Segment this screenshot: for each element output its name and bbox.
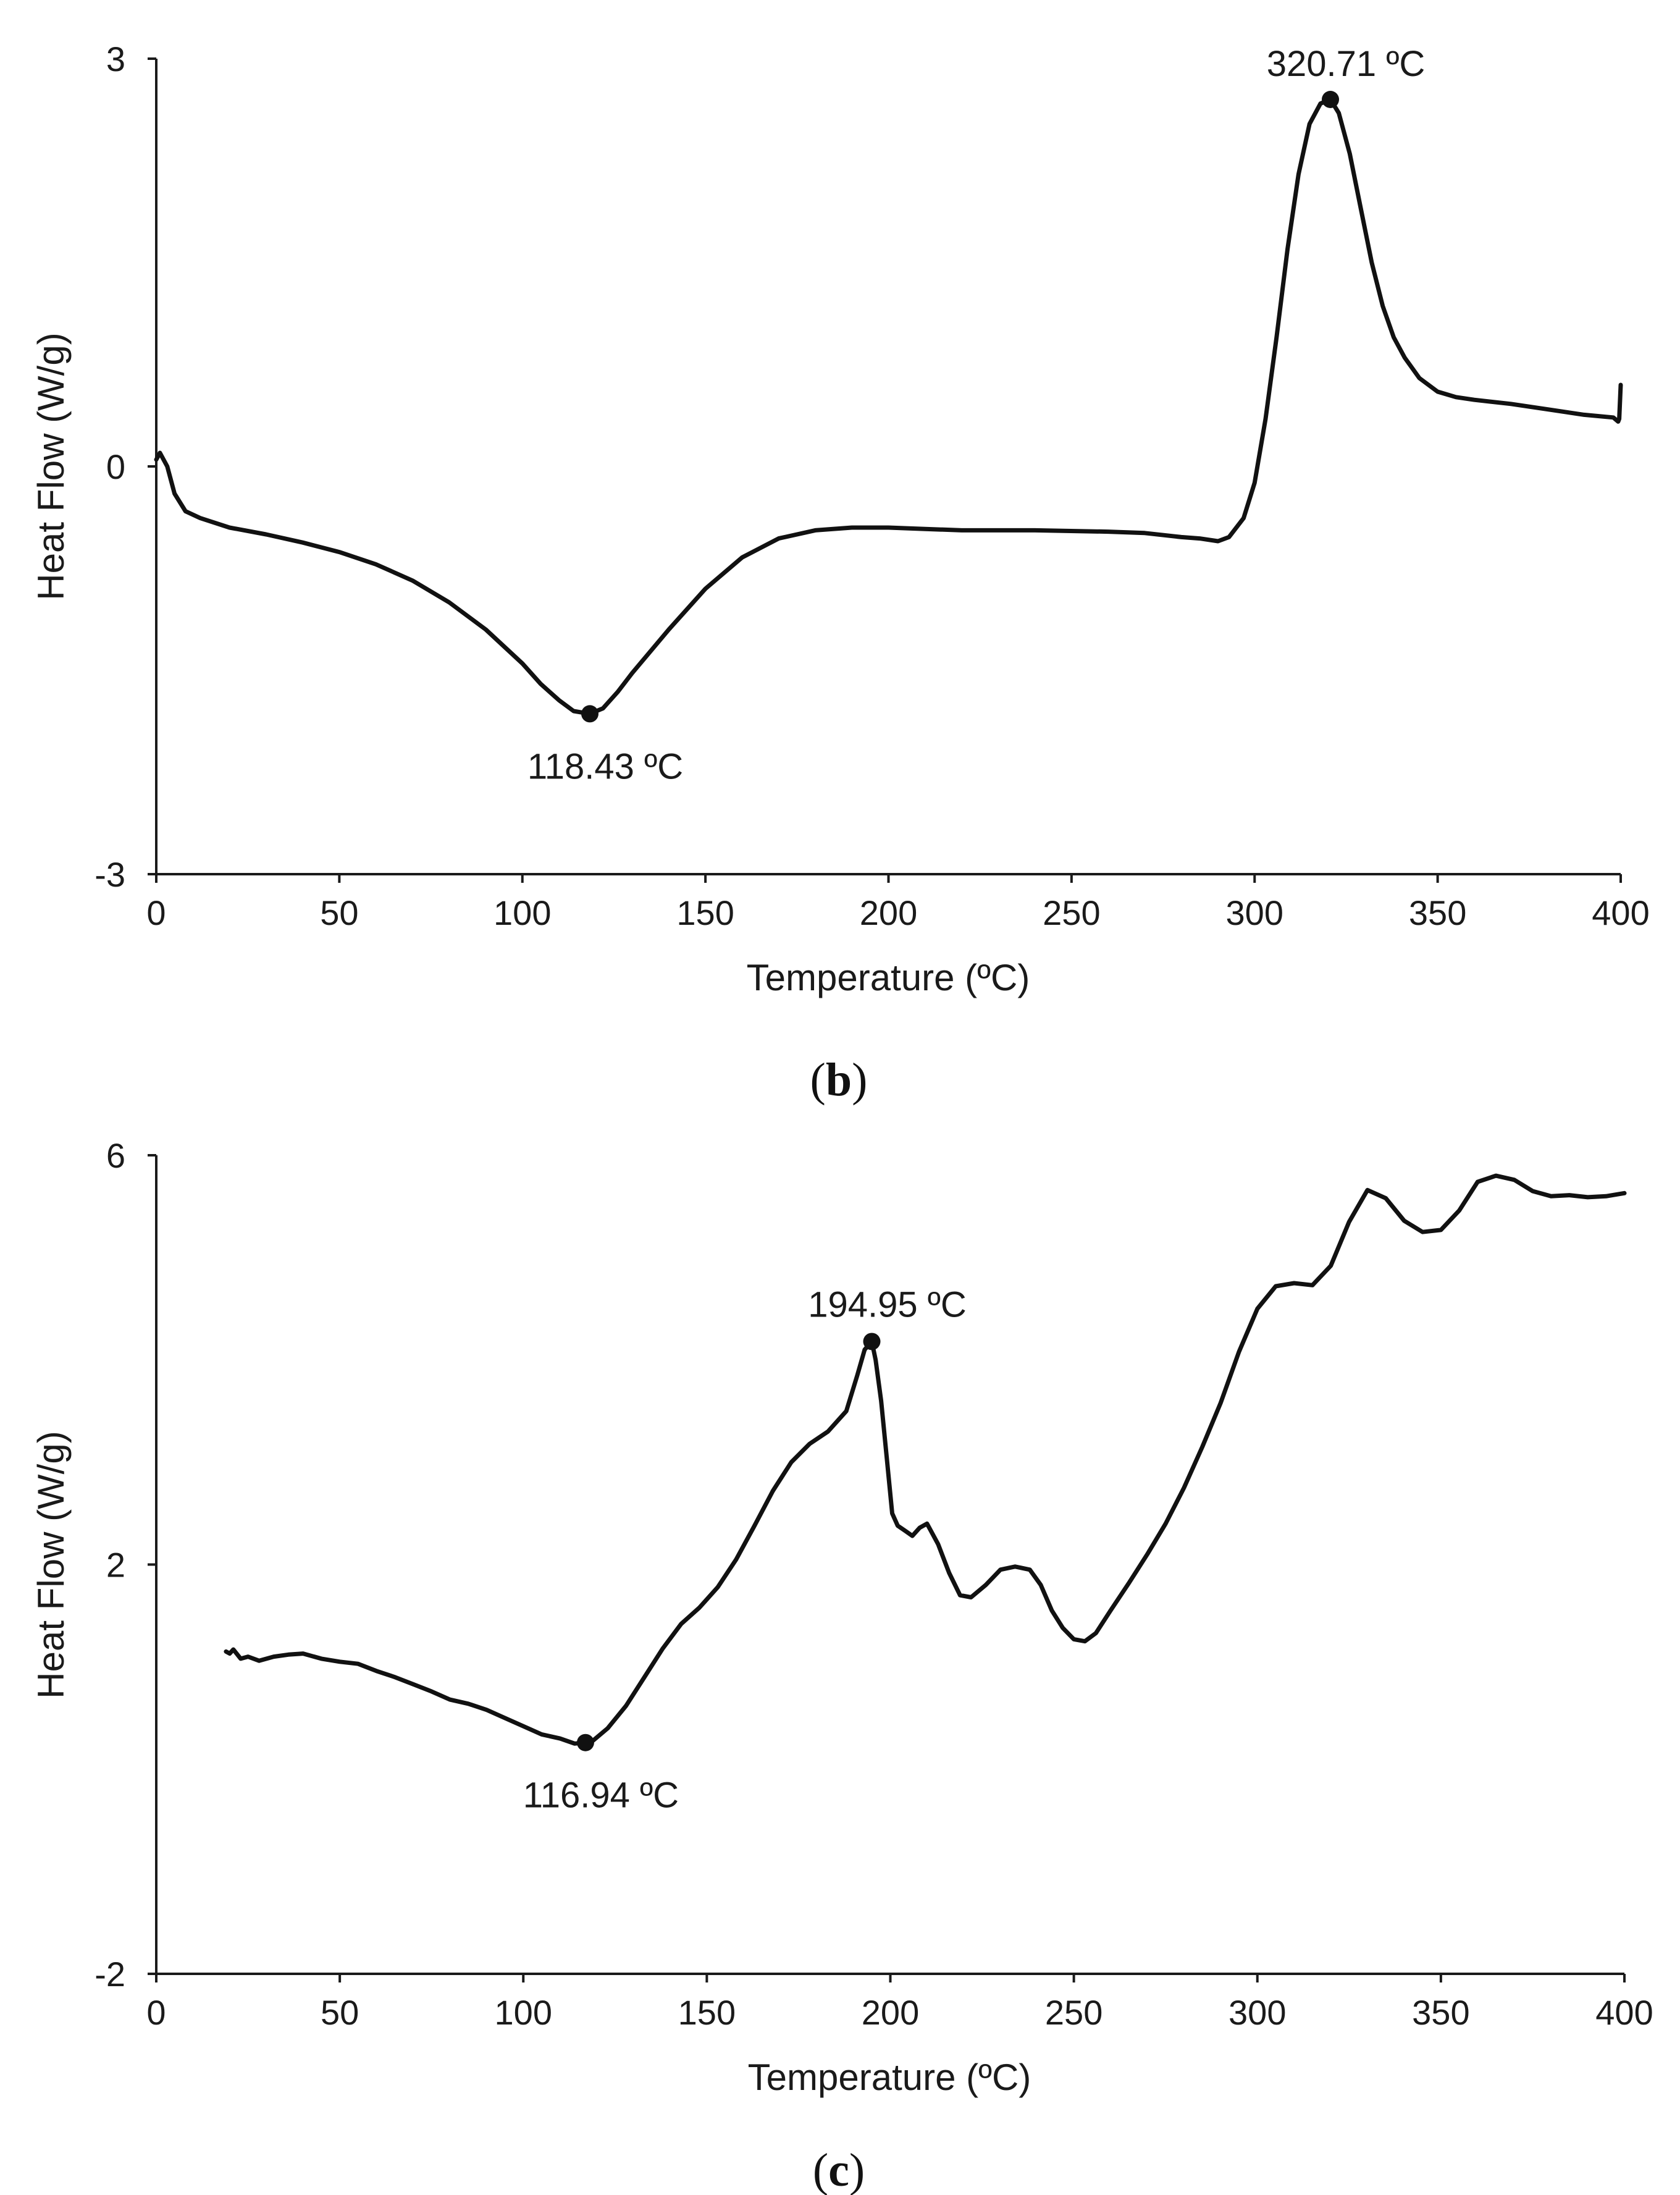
chart-b-annotations: 118.43 ºC 320.71 ºC [527,44,1425,786]
x-tick-label: 350 [1412,1993,1469,2032]
peak-marker [581,705,598,723]
heat-flow-line [154,97,1623,716]
chart-c: 0 50 100 150 200 250 300 350 400 -226 116.94 ºC1… [30,1136,1653,2195]
chart-b-series [154,97,1623,716]
chart-b-x-ticks: 0 50 100 150 200 250 300 350 400 [146,874,1650,932]
chart-c-series [224,1173,1627,1746]
chart-b: 0 50 100 150 200 250 300 350 400 -3 0 3 118.43 ºC 3… [30,40,1650,1106]
x-tick-label: 250 [1045,1993,1102,2032]
chart-b-x-axis-title: Temperature (ºC) [747,957,1030,998]
chart-c-y-axis-title: Heat Flow (W/g) [30,1431,72,1698]
x-tick-label: 350 [1409,893,1466,932]
x-tick-label: 150 [676,893,734,932]
chart-c-panel-label: (c) [813,2144,865,2195]
peak-marker [576,1734,594,1751]
x-tick-label: 100 [494,893,551,932]
chart-b-y-axis-title: Heat Flow (W/g) [30,332,72,600]
peak-annotation: 116.94 ºC [523,1776,679,1816]
chart-c-markers [576,1333,881,1751]
peak-annotation: 320.71 ºC [1267,44,1426,84]
x-tick-label: 300 [1228,1993,1286,2032]
x-tick-label: 50 [320,893,358,932]
x-tick-label: 150 [678,1993,736,2032]
chart-c-x-axis-title: Temperature (ºC) [748,2057,1031,2098]
x-tick-label: 250 [1043,893,1100,932]
chart-b-y-ticks: -3 0 3 [94,40,156,894]
peak-marker [1322,91,1340,108]
y-tick-label: 0 [106,447,125,486]
x-tick-label: 200 [862,1993,919,2032]
chart-b-panel-label: (b) [810,1054,868,1106]
x-tick-label: 100 [495,1993,552,2032]
chart-c-annotations: 116.94 ºC 194.95 ºC [523,1284,967,1815]
peak-marker [863,1333,881,1350]
x-tick-label: 400 [1592,893,1649,932]
x-tick-label: 200 [860,893,917,932]
y-tick-label: 6 [106,1136,125,1175]
x-tick-label: 50 [321,1993,359,2032]
chart-c-axes [155,1155,1624,1975]
x-tick-label: 300 [1226,893,1283,932]
peak-annotation: 118.43 ºC [527,746,683,786]
peak-annotation: 194.95 ºC [808,1284,967,1325]
y-tick-label: -2 [94,1955,125,1994]
chart-b-markers [581,91,1340,723]
x-tick-label: 0 [146,1993,166,2032]
y-tick-label: 2 [106,1546,125,1585]
chart-c-y-ticks: -2 2 6 [94,1136,156,1994]
chart-c-x-ticks: 0 50 100 150 200 250 300 350 400 [146,1974,1653,2032]
y-tick-label: 3 [106,40,125,78]
chart-c-panel-letter: c [828,2144,849,2195]
x-tick-label: 400 [1595,1993,1653,2032]
heat-flow-line [224,1173,1627,1746]
y-tick-label: -3 [94,855,125,894]
chart-b-panel-letter: b [826,1054,852,1106]
x-tick-label: 0 [146,893,166,932]
chart-b-axes [155,59,1621,875]
